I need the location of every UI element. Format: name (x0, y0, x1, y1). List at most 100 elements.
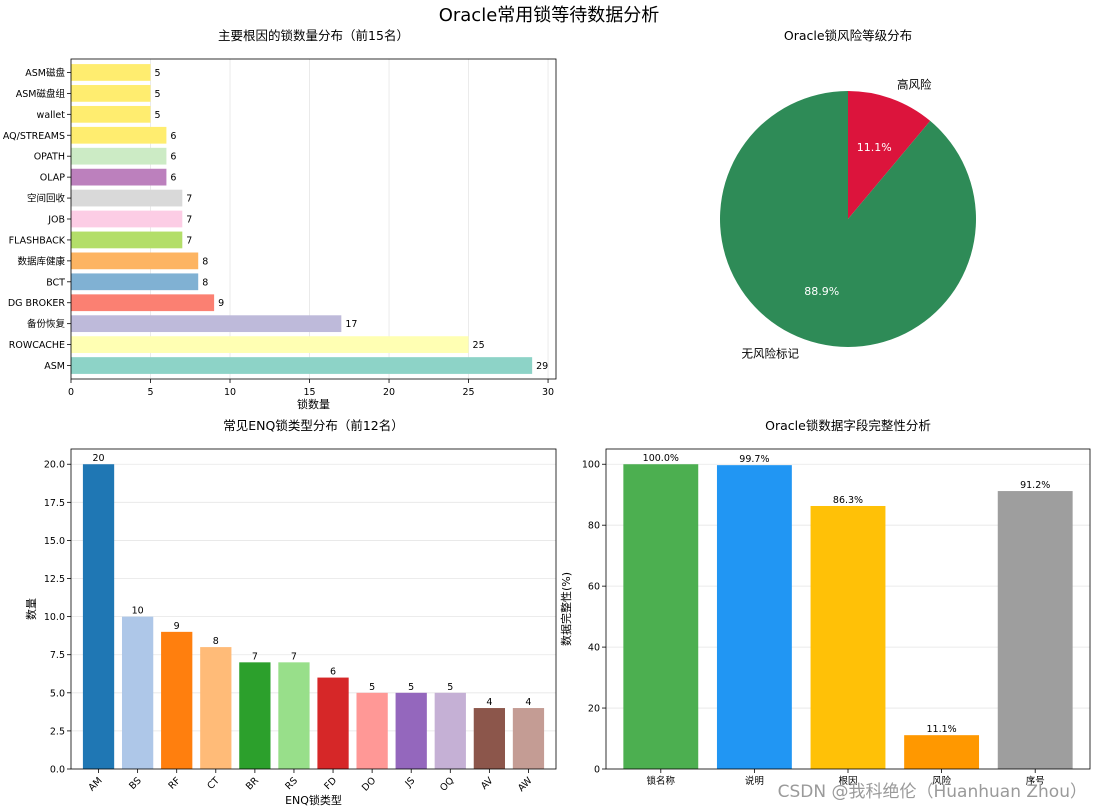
pie-slice (720, 91, 976, 347)
bar (71, 252, 198, 269)
y-tick-label: 7.5 (50, 650, 65, 661)
y-tick-label: ASM磁盘组 (16, 88, 66, 100)
bar (239, 662, 270, 769)
y-tick-label: DG BROKER (8, 298, 66, 309)
bar-value-label: 5 (408, 682, 414, 693)
y-tick-label: 20.0 (44, 460, 65, 471)
y-axis-label: 数量 (25, 598, 38, 620)
bar-value-label: 17 (345, 319, 357, 330)
x-tick-label: JS (403, 775, 418, 790)
bar (200, 647, 231, 769)
bar (83, 464, 114, 769)
figure-title: Oracle常用锁等待数据分析 (439, 5, 660, 26)
y-tick-label: 5.0 (50, 688, 65, 699)
bar-value-label: 11.1% (927, 724, 957, 735)
chart-title: Oracle锁数据字段完整性分析 (765, 418, 931, 433)
chart-title: 主要根因的锁数量分布（前15名） (218, 28, 409, 43)
bar (435, 693, 466, 769)
y-tick-label: OPATH (34, 152, 65, 163)
y-tick-label: 10.0 (44, 612, 65, 623)
bar (396, 693, 427, 769)
bar (71, 190, 182, 207)
y-tick-label: 40 (588, 643, 600, 654)
bar (161, 632, 192, 769)
bar (474, 708, 505, 769)
bar (71, 148, 166, 165)
bar-value-label: 4 (525, 697, 531, 708)
bar-value-label: 25 (473, 340, 485, 351)
y-tick-label: 20 (588, 704, 600, 715)
bar-value-label: 99.7% (739, 454, 769, 465)
x-tick-label: 说明 (745, 775, 764, 787)
bar (317, 678, 348, 769)
y-tick-label: 100 (582, 460, 600, 471)
x-tick-label: 20 (383, 387, 395, 398)
y-tick-label: 2.5 (50, 726, 65, 737)
x-tick-label: 15 (303, 387, 315, 398)
y-tick-label: ASM (44, 361, 65, 372)
bar-value-label: 6 (170, 173, 176, 184)
bar-value-label: 91.2% (1020, 480, 1050, 491)
pie-pct-label: 11.1% (857, 141, 892, 154)
y-tick-label: 80 (588, 521, 600, 532)
bar (71, 336, 469, 353)
chart-title: 常见ENQ锁类型分布（前12名） (223, 418, 404, 433)
y-tick-label: FLASHBACK (9, 235, 66, 246)
bar (623, 464, 698, 769)
bar-value-label: 5 (155, 89, 161, 100)
completeness-chart: Oracle锁数据字段完整性分析 0 20 40 60 80 100 100.0% 锁名称 99.… (559, 418, 1090, 787)
bar (71, 127, 166, 144)
bar-value-label: 7 (291, 651, 297, 662)
pie-label: 无风险标记 (742, 347, 800, 361)
bar-value-label: 5 (447, 682, 453, 693)
bar (717, 465, 792, 769)
x-tick-label: AW (516, 775, 535, 794)
bar (71, 357, 532, 374)
y-tick-label: ASM磁盘 (25, 67, 65, 79)
bar-value-label: 8 (213, 636, 219, 647)
bar (71, 211, 182, 228)
bar (998, 491, 1073, 769)
bar (904, 735, 979, 769)
bar-value-label: 5 (155, 110, 161, 121)
bar (71, 85, 151, 102)
x-tick-label: AV (479, 775, 496, 792)
bar-value-label: 6 (170, 152, 176, 163)
bar-value-label: 10 (132, 606, 144, 617)
x-tick-label: 25 (462, 387, 474, 398)
y-tick-label: JOB (47, 215, 65, 226)
bar-value-label: 7 (186, 235, 192, 246)
bar-value-label: 6 (170, 131, 176, 142)
x-axis-label: 锁数量 (297, 397, 330, 411)
x-tick-label: 锁名称 (647, 775, 676, 787)
bar (71, 106, 151, 123)
bar-value-label: 7 (186, 194, 192, 205)
bar-value-label: 100.0% (643, 453, 679, 464)
bar-value-label: 9 (218, 298, 224, 309)
x-tick-label: AM (86, 775, 104, 793)
y-tick-label: 备份恢复 (27, 318, 66, 330)
bar (71, 64, 151, 81)
x-tick-label: 30 (542, 387, 554, 398)
y-tick-label: 15.0 (44, 536, 65, 547)
bar (356, 693, 387, 769)
bar-value-label: 5 (369, 682, 375, 693)
bar-value-label: 8 (202, 256, 208, 267)
bar-value-label: 7 (186, 215, 192, 226)
y-tick-label: 12.5 (44, 574, 65, 585)
y-tick-label: 0.0 (50, 765, 65, 776)
bar-value-label: 86.3% (833, 495, 863, 506)
x-tick-label: DO (360, 775, 378, 793)
bar (71, 315, 341, 332)
y-tick-label: 17.5 (44, 498, 65, 509)
root-cause-chart: 主要根因的锁数量分布（前15名）0 5 10 15 20 25 30ASM 29ROWCACH… (3, 28, 556, 411)
x-tick-label: 0 (68, 387, 74, 398)
y-tick-label: 60 (588, 582, 600, 593)
bar-value-label: 6 (330, 667, 336, 678)
bar-value-label: 4 (486, 697, 492, 708)
bar (122, 617, 153, 769)
y-tick-label: ROWCACHE (9, 340, 65, 351)
enq-type-chart: 常见ENQ锁类型分布（前12名） 0.0 2.5 5.0 7.5 10.0 12.5 15.0… (25, 418, 556, 807)
y-tick-label: 空间回收 (27, 193, 66, 205)
